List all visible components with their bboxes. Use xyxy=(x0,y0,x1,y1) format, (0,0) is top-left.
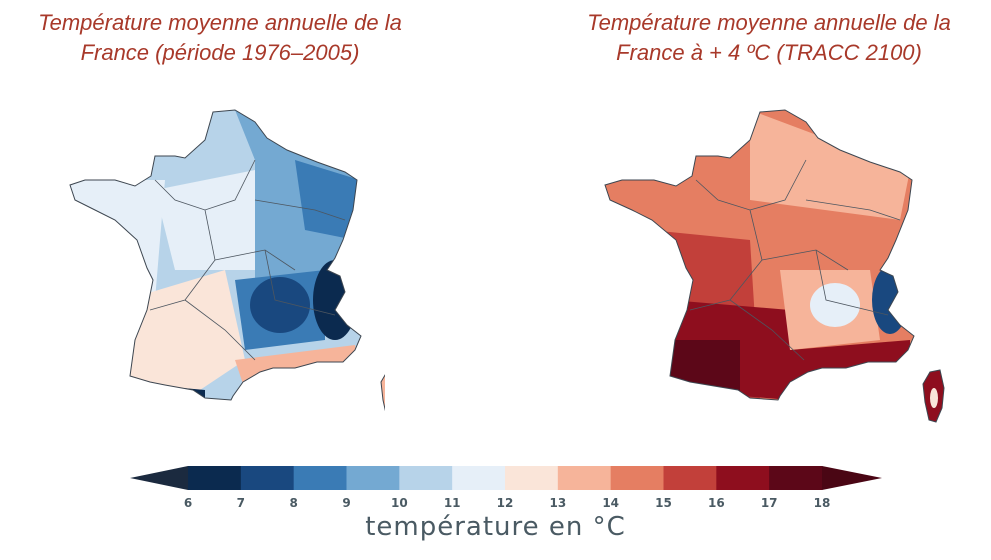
colorbar-tick-label: 17 xyxy=(761,496,778,510)
colorbar-cell xyxy=(505,466,559,490)
france-temperature-map-plus4 xyxy=(604,109,945,423)
map-title-line: France (période 1976–2005) xyxy=(80,40,360,65)
colorbar-tick-label: 6 xyxy=(184,496,192,510)
colorbar-tick-label: 9 xyxy=(342,496,350,510)
colorbar-tick-label: 14 xyxy=(602,496,619,510)
map-title-baseline: Température moyenne annuelle de la Franc… xyxy=(0,8,440,68)
colorbar-tick-label: 18 xyxy=(814,496,831,510)
colorbar-over-arrow xyxy=(822,466,882,490)
colorbar-cell xyxy=(240,466,295,490)
map-title-plus4: Température moyenne annuelle de la Franc… xyxy=(549,8,989,68)
colorbar-cell xyxy=(663,466,717,490)
colorbar-title: température en °C xyxy=(365,512,626,542)
colorbar-tick-label: 15 xyxy=(655,496,672,510)
colorbar-tick-label: 7 xyxy=(237,496,245,510)
france-temperature-map-baseline xyxy=(69,109,385,412)
map-title-line: France à + 4 ºC (TRACC 2100) xyxy=(616,40,922,65)
colorbar-cell xyxy=(716,466,770,490)
colorbar-cell xyxy=(557,466,612,490)
map-title-line: Température moyenne annuelle de la xyxy=(587,10,951,35)
colorbar-cell xyxy=(346,466,400,490)
colorbar-tick-label: 13 xyxy=(549,496,566,510)
colorbar-cell xyxy=(769,466,823,490)
colorbar-tick-label: 16 xyxy=(708,496,725,510)
colorbar-tick-label: 11 xyxy=(444,496,461,510)
colorbar-under-arrow xyxy=(130,466,188,490)
colorbar-cell xyxy=(610,466,664,490)
map-title-line: Température moyenne annuelle de la xyxy=(38,10,402,35)
colorbar-tick-label: 12 xyxy=(497,496,514,510)
colorbar-cell xyxy=(293,466,347,490)
colorbar-cell xyxy=(399,466,453,490)
colorbar-cell xyxy=(188,466,242,490)
colorbar-cell xyxy=(452,466,506,490)
colorbar-tick-label: 8 xyxy=(289,496,297,510)
colorbar: 6 7 8 9 10 11 12 13 14 15 16 17 18 xyxy=(130,466,882,510)
colorbar-tick-label: 10 xyxy=(391,496,408,510)
